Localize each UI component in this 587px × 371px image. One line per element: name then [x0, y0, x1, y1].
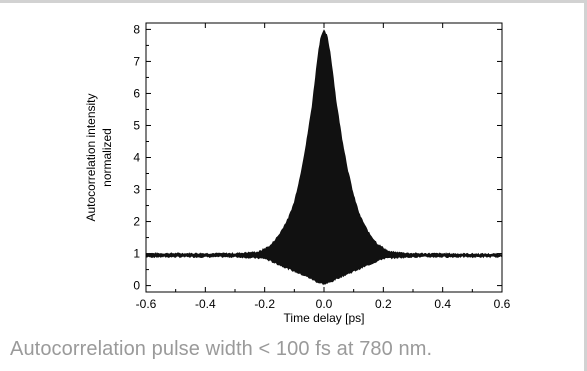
- autocorrelation-trace: [145, 29, 503, 286]
- x-tick-label: -0.2: [254, 297, 275, 311]
- y-tick-label: 1: [133, 247, 140, 261]
- y-tick-label: 2: [133, 215, 140, 229]
- y-axis-title-line1: Autocorrelation intensity: [84, 93, 98, 221]
- y-tick-label: 3: [133, 183, 140, 197]
- y-tick-label: 7: [133, 54, 140, 68]
- autocorrelation-chart: -0.6 -0.4 -0.2 0.0 0.2 0.4 0.6 0 1 2 3 4 5 6 7 8 Time d…: [84, 22, 511, 325]
- figure-caption: Autocorrelation pulse width < 100 fs at …: [10, 338, 433, 360]
- x-tick-label: -0.6: [136, 297, 157, 311]
- x-tick-label: 0.6: [494, 297, 511, 311]
- y-tick-label: 0: [133, 279, 140, 293]
- x-tick-label: -0.4: [195, 297, 216, 311]
- plot-frame: [145, 22, 503, 293]
- y-tick-label: 6: [133, 86, 140, 100]
- x-tick-label: 0.4: [434, 297, 451, 311]
- x-tick-label: 0.2: [375, 297, 392, 311]
- y-tick-label: 5: [133, 118, 140, 132]
- y-tick-label: 8: [133, 22, 140, 36]
- data-layer: [145, 29, 503, 286]
- y-axis-title-line2: normalized: [100, 128, 114, 187]
- x-axis-title: Time delay [ps]: [284, 311, 365, 325]
- y-tick-label: 4: [133, 151, 140, 165]
- x-tick-label: 0.0: [316, 297, 333, 311]
